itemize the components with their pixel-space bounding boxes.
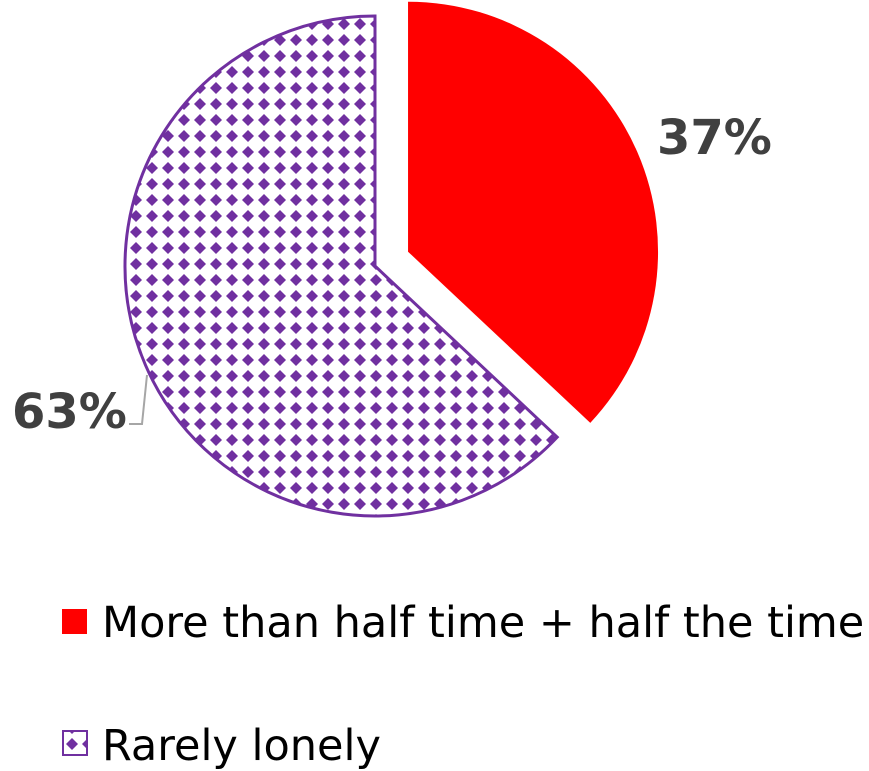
legend-item-more-than-half-time: More than half time + half the time bbox=[62, 598, 864, 648]
legend: More than half time + half the time Rare… bbox=[62, 598, 864, 771]
pie-slice-rarely-lonely bbox=[123, 14, 560, 518]
legend-item-rarely-lonely: Rarely lonely bbox=[62, 721, 381, 771]
legend-label-more-than-half-time: More than half time + half the time bbox=[102, 598, 864, 648]
legend-label-rarely-lonely: Rarely lonely bbox=[102, 721, 381, 771]
legend-swatch-checker bbox=[62, 730, 88, 756]
pie-slice-more-than-half-time bbox=[408, 1, 659, 423]
legend-swatch-red bbox=[62, 609, 87, 634]
leader-line-63 bbox=[129, 374, 148, 425]
data-label-63: 63% bbox=[12, 384, 127, 440]
data-label-37: 37% bbox=[657, 110, 772, 166]
